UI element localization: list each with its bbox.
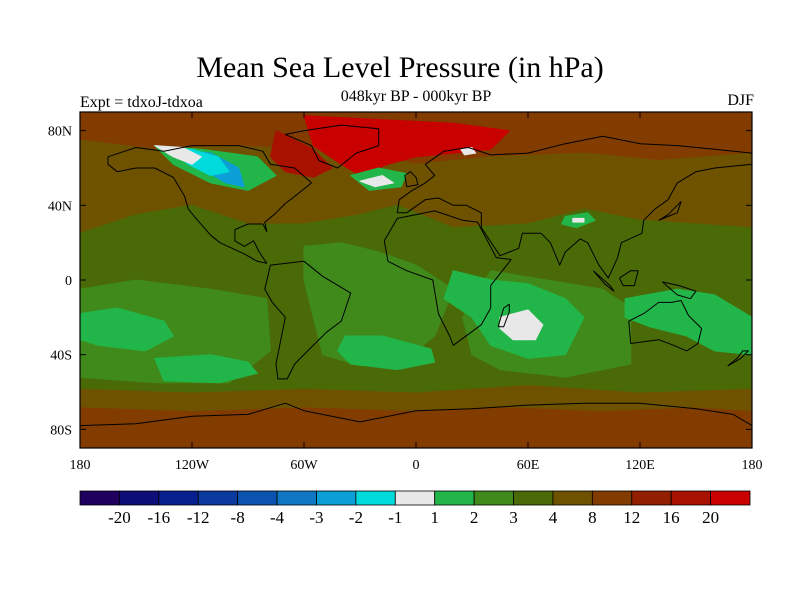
colorbar-label: 2 (470, 508, 479, 527)
lat-tick-label: 80N (48, 125, 72, 140)
map-title: Mean Sea Level Pressure (in hPa) (196, 51, 604, 84)
lat-tick-label: 80S (50, 423, 72, 438)
coastline-greenland (284, 124, 380, 169)
colorbar-swatch (197, 490, 239, 506)
coastline-sumatra (592, 270, 615, 292)
region-indian-1 (499, 309, 544, 341)
map-axes: 180 120W 60W 0 60E 120E 180 80N 40N 0 40S 80S (48, 112, 763, 473)
colorbar-swatch (79, 490, 120, 506)
colorbar-swatch (513, 490, 554, 506)
colorbar-label: 3 (509, 508, 518, 527)
colorbar-swatch (591, 490, 633, 506)
region-scandinavia-1 (460, 147, 477, 156)
lon-tick-label: 60E (517, 458, 540, 473)
coastline-antarctica (80, 402, 752, 427)
lon-tick-label: 180 (70, 458, 91, 473)
coastline-australia (628, 300, 703, 352)
colorbar: -20 -16 -12 -8 -4 -3 -2 -1 1 2 3 4 8 12 16 20 (79, 490, 751, 527)
coastline-north-america (107, 145, 312, 264)
coastline-borneo (619, 270, 639, 287)
coastline-uk (404, 171, 419, 188)
colorbar-label: -1 (388, 508, 402, 527)
colorbar-swatch (355, 490, 396, 506)
colorbar-label: -3 (309, 508, 323, 527)
lon-tick-label: 120W (175, 458, 210, 473)
lat-tick-label: 0 (65, 274, 72, 289)
region-s-pacific-2 (154, 354, 258, 384)
coastline-madagascar (497, 303, 510, 328)
colorbar-swatch (158, 490, 199, 506)
pressure-field (80, 112, 752, 448)
colorbar-label: 4 (549, 508, 558, 527)
colorbar-swatch (316, 490, 357, 506)
lat-tick-label: 40N (48, 199, 72, 214)
colorbar-swatch (119, 490, 160, 506)
colorbar-label: 8 (588, 508, 597, 527)
colorbar-label: -4 (270, 508, 285, 527)
colorbar-label: 1 (430, 508, 439, 527)
lon-tick-label: 120E (625, 458, 655, 473)
colorbar-label: 12 (623, 508, 640, 527)
lat-tick-label: 40S (50, 349, 72, 364)
colorbar-swatch (394, 490, 436, 506)
experiment-label: Expt = tdxoJ-tdxoa (80, 94, 203, 111)
coastlines (80, 124, 752, 427)
region-north-atlantic-1 (359, 175, 395, 188)
lon-tick-label: 60W (290, 458, 318, 473)
colorbar-label: -12 (187, 508, 210, 527)
colorbar-swatch (276, 490, 317, 506)
colorbar-label: -20 (108, 508, 131, 527)
lon-tick-label: 0 (413, 458, 420, 473)
coastline-eurasia (396, 135, 752, 279)
map-subtitle: 048kyr BP - 000kyr BP (340, 88, 492, 105)
coastline-africa (383, 210, 512, 346)
colorbar-swatch (710, 490, 751, 506)
colorbar-swatch (631, 490, 672, 506)
colorbar-label: 20 (702, 508, 719, 527)
region-sw-pacific-2 (80, 307, 174, 352)
coastline-japan (658, 201, 682, 221)
lon-tick-label: 180 (742, 458, 763, 473)
region-australia-2 (624, 288, 752, 356)
coastline-new-guinea (662, 281, 697, 300)
colorbar-swatch (473, 490, 514, 506)
coastline-south-america (264, 260, 352, 380)
region-central-asia-1 (572, 217, 585, 223)
region-s-atlantic-2 (337, 335, 436, 371)
region-north-atlantic-red (303, 115, 510, 176)
colorbar-label: -8 (231, 508, 245, 527)
colorbar-label: 16 (663, 508, 680, 527)
colorbar-swatch (670, 490, 711, 506)
colorbar-swatch (237, 490, 278, 506)
season-label: DJF (727, 92, 754, 109)
colorbar-label: -16 (147, 508, 170, 527)
colorbar-label: -2 (349, 508, 363, 527)
coastline-new-zealand (727, 350, 749, 367)
colorbar-swatch (434, 490, 475, 506)
colorbar-swatch (552, 490, 593, 506)
